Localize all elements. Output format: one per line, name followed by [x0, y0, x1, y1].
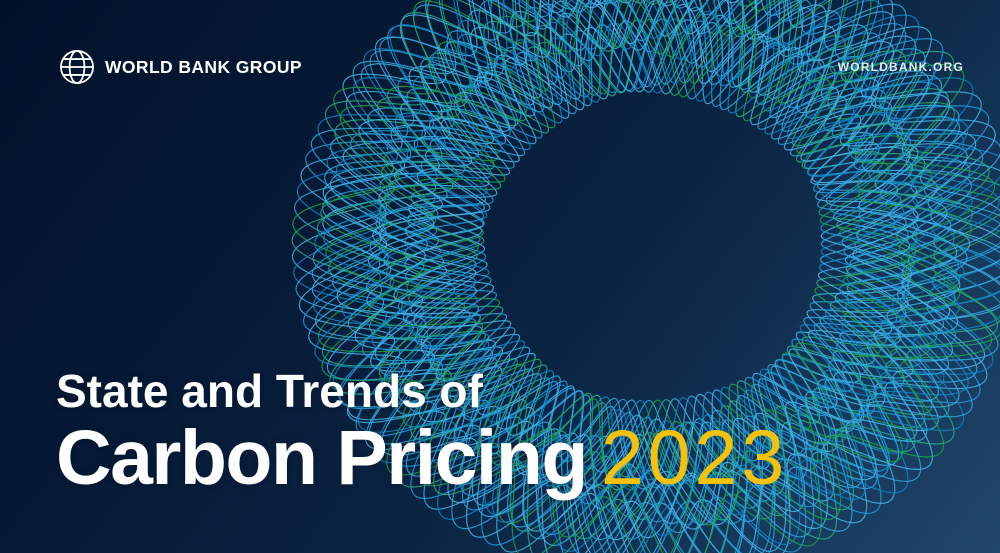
report-title-main: Carbon Pricing	[56, 414, 588, 501]
report-title-line2: Carbon Pricing 2023	[56, 418, 788, 498]
title-block: State and Trends of Carbon Pricing 2023	[56, 366, 788, 497]
cover-header: WORLD BANK GROUP WORLDBANK.ORG	[0, 0, 1000, 86]
world-bank-group-logo: WORLD BANK GROUP	[58, 48, 302, 86]
website-url: WORLDBANK.ORG	[837, 60, 964, 74]
report-year: 2023	[600, 414, 789, 501]
report-title-line1: State and Trends of	[56, 365, 483, 417]
logo-text: WORLD BANK GROUP	[105, 56, 302, 77]
globe-icon	[58, 48, 96, 86]
